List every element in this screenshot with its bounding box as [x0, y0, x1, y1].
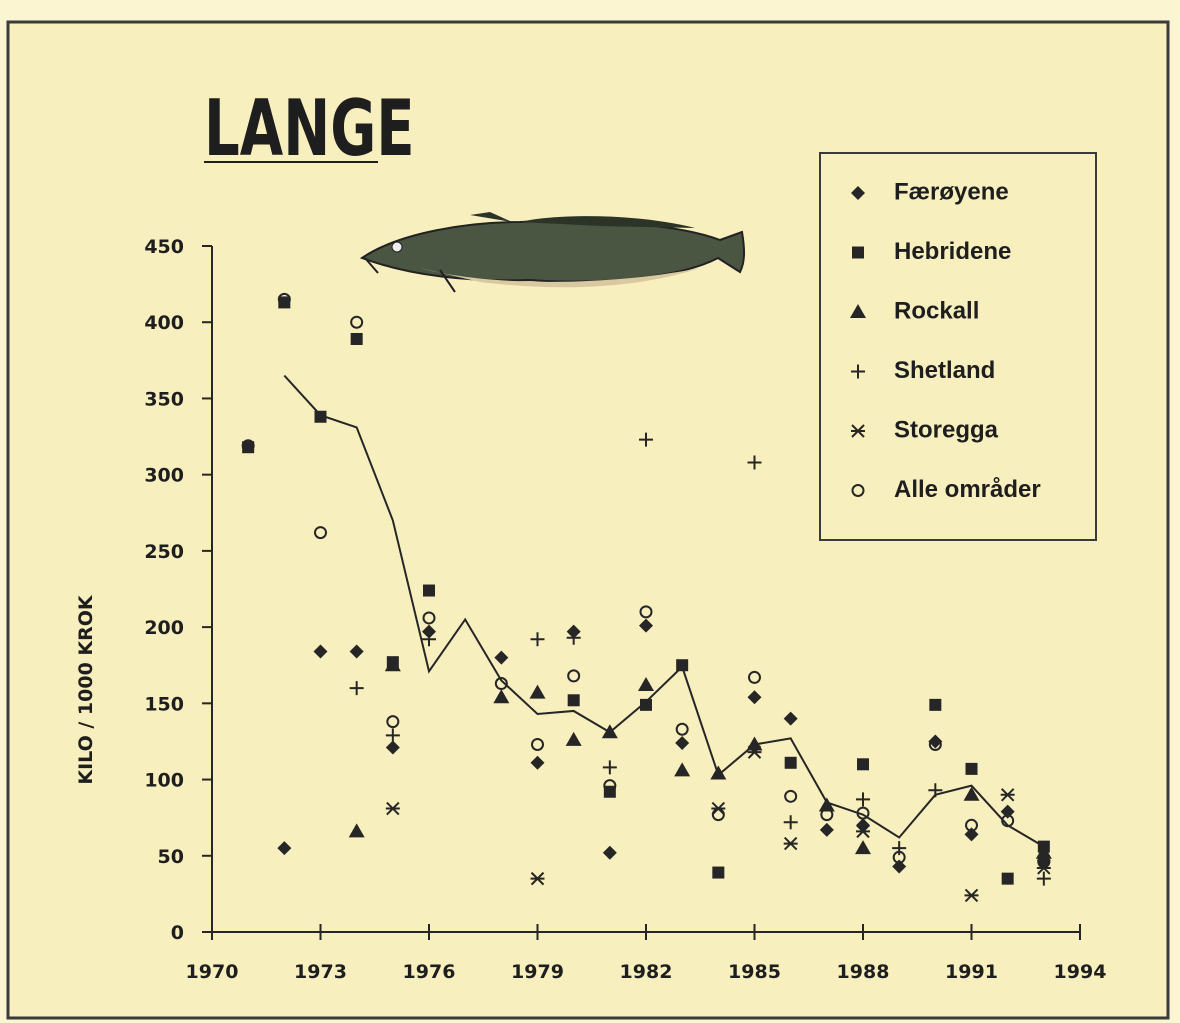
y-tick-label: 50 [158, 846, 184, 868]
legend-label: Hebridene [894, 238, 1011, 265]
point [785, 757, 797, 769]
y-tick-label: 350 [144, 388, 184, 410]
y-tick-label: 150 [144, 693, 184, 715]
legend-label: Rockall [894, 297, 979, 324]
y-axis-label: KILO / 1000 KROK [75, 594, 97, 785]
legend-label: Alle områder [894, 476, 1041, 503]
x-tick-label: 1982 [620, 961, 673, 983]
x-tick-label: 1976 [403, 961, 456, 983]
x-tick-label: 1994 [1054, 961, 1107, 983]
point [929, 699, 941, 711]
x-tick-label: 1988 [837, 961, 890, 983]
legend-marker [852, 247, 864, 259]
y-tick-label: 200 [144, 617, 184, 639]
y-tick-label: 250 [144, 541, 184, 563]
x-tick-label: 1985 [728, 961, 781, 983]
x-tick-label: 1979 [511, 961, 564, 983]
y-tick-label: 300 [144, 465, 184, 487]
legend-label: Storegga [894, 416, 999, 443]
legend-label: Færøyene [894, 178, 1009, 205]
chart-title: LANGE [204, 84, 415, 175]
legend-label: Shetland [894, 357, 995, 384]
y-tick-label: 0 [171, 922, 184, 944]
y-tick-label: 100 [144, 770, 184, 792]
frame [8, 22, 1168, 1018]
x-tick-label: 1973 [294, 961, 347, 983]
point [966, 763, 978, 775]
x-tick-label: 1991 [945, 961, 998, 983]
point [568, 694, 580, 706]
point [1002, 873, 1014, 885]
chart: LANGE KILO / 1000 KROK 0 50 100 150 200 250 30… [0, 0, 1180, 1023]
y-tick-label: 400 [144, 312, 184, 334]
y-tick-label: 450 [144, 236, 184, 258]
point [351, 333, 363, 345]
point [857, 758, 869, 770]
point [423, 585, 435, 597]
x-tick-label: 1970 [186, 961, 239, 983]
point [712, 867, 724, 879]
